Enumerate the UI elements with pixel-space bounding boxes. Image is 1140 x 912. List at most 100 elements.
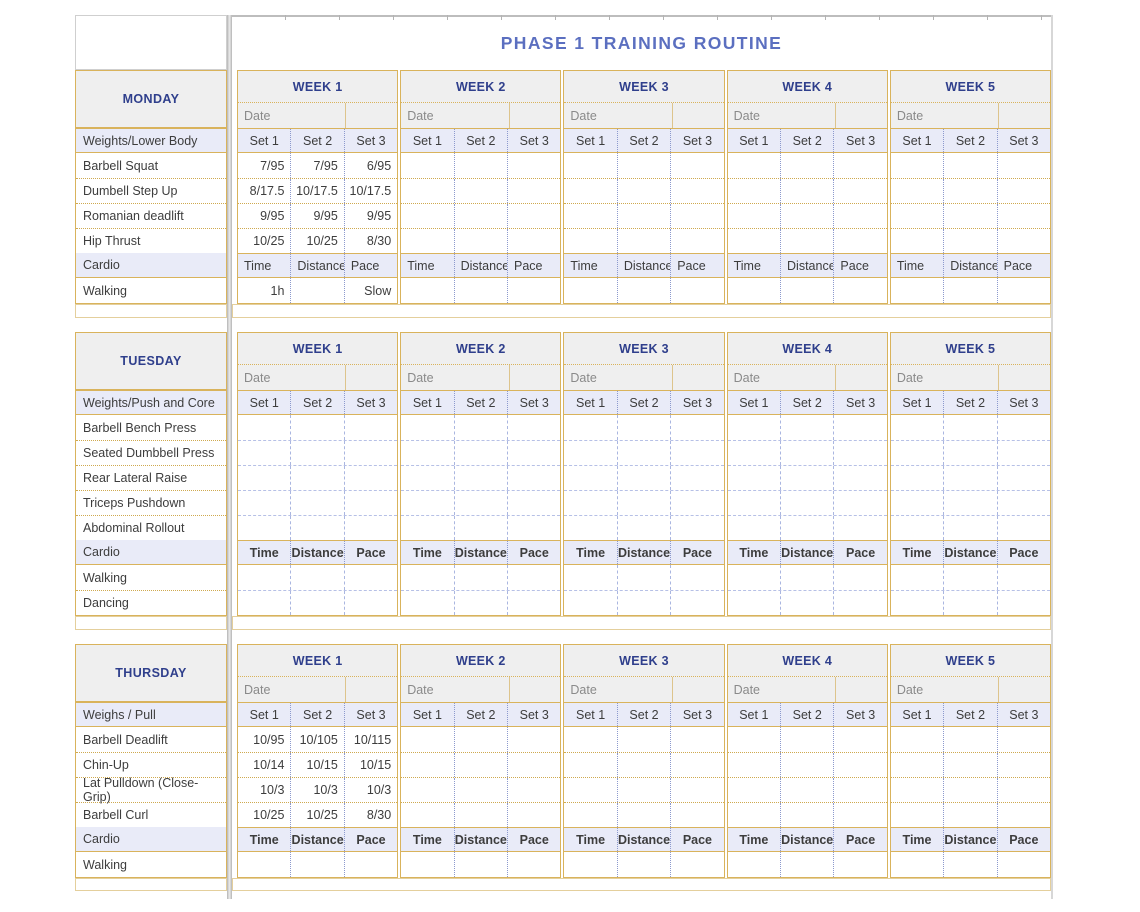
value-cell[interactable]: [343, 415, 397, 440]
value-cell[interactable]: [507, 229, 560, 253]
value-cell[interactable]: [780, 727, 833, 752]
value-cell[interactable]: [401, 852, 453, 877]
date-cell[interactable]: [345, 103, 397, 128]
value-cell[interactable]: 10/25: [290, 803, 343, 827]
value-cell[interactable]: [616, 153, 670, 178]
value-cell[interactable]: [833, 591, 886, 615]
value-cell[interactable]: [996, 179, 1050, 203]
value-cell[interactable]: [891, 753, 943, 777]
value-cell[interactable]: [833, 852, 886, 877]
value-cell[interactable]: [996, 229, 1050, 253]
date-cell[interactable]: [345, 677, 397, 702]
value-cell[interactable]: 7/95: [290, 153, 343, 178]
value-cell[interactable]: [943, 491, 996, 515]
value-cell[interactable]: [507, 441, 560, 465]
value-cell[interactable]: [728, 179, 780, 203]
value-cell[interactable]: [833, 179, 886, 203]
value-cell[interactable]: [891, 153, 943, 178]
value-cell[interactable]: [833, 229, 886, 253]
value-cell[interactable]: [343, 441, 397, 465]
value-cell[interactable]: 10/115: [343, 727, 397, 752]
value-cell[interactable]: [616, 753, 670, 777]
value-cell[interactable]: [290, 466, 343, 490]
value-cell[interactable]: [453, 803, 507, 827]
value-cell[interactable]: [943, 229, 996, 253]
value-cell[interactable]: [507, 466, 560, 490]
value-cell[interactable]: [670, 179, 723, 203]
value-cell[interactable]: [996, 204, 1050, 228]
value-cell[interactable]: [780, 204, 833, 228]
value-cell[interactable]: [290, 491, 343, 515]
value-cell[interactable]: 9/95: [290, 204, 343, 228]
value-cell[interactable]: 10/25: [253, 234, 285, 248]
value-cell[interactable]: [670, 491, 723, 515]
value-cell[interactable]: 10/105: [290, 727, 343, 752]
value-cell[interactable]: 9/95: [343, 204, 397, 228]
value-cell[interactable]: [238, 415, 290, 440]
value-cell[interactable]: [616, 204, 670, 228]
value-cell[interactable]: [728, 803, 780, 827]
value-cell[interactable]: [833, 153, 886, 178]
value-cell[interactable]: [943, 179, 996, 203]
value-cell[interactable]: [728, 591, 780, 615]
value-cell[interactable]: 9/95: [260, 209, 285, 223]
date-label-cell[interactable]: Date: [896, 682, 924, 697]
value-cell[interactable]: [728, 441, 780, 465]
value-cell[interactable]: [564, 229, 616, 253]
value-cell[interactable]: [401, 278, 453, 303]
value-cell[interactable]: [453, 516, 507, 540]
value-cell[interactable]: [728, 204, 780, 228]
value-cell[interactable]: [401, 153, 453, 178]
value-cell[interactable]: [780, 441, 833, 465]
value-cell[interactable]: [507, 278, 560, 303]
value-cell[interactable]: [891, 516, 943, 540]
value-cell[interactable]: 10/25: [253, 808, 285, 822]
value-cell[interactable]: [670, 852, 723, 877]
value-cell[interactable]: [728, 153, 780, 178]
value-cell[interactable]: [780, 179, 833, 203]
value-cell[interactable]: [943, 466, 996, 490]
value-cell[interactable]: [564, 179, 616, 203]
value-cell[interactable]: [507, 565, 560, 590]
value-cell[interactable]: [401, 516, 453, 540]
value-cell[interactable]: [670, 565, 723, 590]
value-cell[interactable]: [833, 466, 886, 490]
value-cell[interactable]: [401, 229, 453, 253]
value-cell[interactable]: [401, 803, 453, 827]
value-cell[interactable]: [453, 278, 507, 303]
value-cell[interactable]: [670, 441, 723, 465]
value-cell[interactable]: [670, 153, 723, 178]
value-cell[interactable]: [343, 852, 397, 877]
value-cell[interactable]: [996, 491, 1050, 515]
date-label-cell[interactable]: Date: [407, 370, 434, 385]
value-cell[interactable]: [996, 778, 1050, 802]
value-cell[interactable]: [290, 516, 343, 540]
value-cell[interactable]: [238, 491, 290, 515]
value-cell[interactable]: [728, 466, 780, 490]
value-cell[interactable]: [943, 753, 996, 777]
date-cell[interactable]: [345, 365, 397, 390]
value-cell[interactable]: [564, 441, 616, 465]
date-label-cell[interactable]: Date: [407, 682, 434, 697]
value-cell[interactable]: 10/95: [253, 732, 285, 747]
value-cell[interactable]: [564, 852, 616, 877]
value-cell[interactable]: [453, 753, 507, 777]
value-cell[interactable]: [670, 204, 723, 228]
value-cell[interactable]: [453, 852, 507, 877]
value-cell[interactable]: 10/3: [343, 778, 397, 802]
value-cell[interactable]: [401, 179, 453, 203]
value-cell[interactable]: [401, 778, 453, 802]
value-cell[interactable]: [507, 753, 560, 777]
value-cell[interactable]: [343, 466, 397, 490]
value-cell[interactable]: [780, 516, 833, 540]
value-cell[interactable]: [401, 491, 453, 515]
date-cell[interactable]: [671, 103, 724, 128]
value-cell[interactable]: [996, 466, 1050, 490]
value-cell[interactable]: [401, 753, 453, 777]
value-cell[interactable]: [996, 278, 1050, 303]
value-cell[interactable]: [238, 466, 290, 490]
value-cell[interactable]: [670, 727, 723, 752]
value-cell[interactable]: [670, 229, 723, 253]
value-cell[interactable]: [996, 591, 1050, 615]
value-cell[interactable]: [943, 727, 996, 752]
